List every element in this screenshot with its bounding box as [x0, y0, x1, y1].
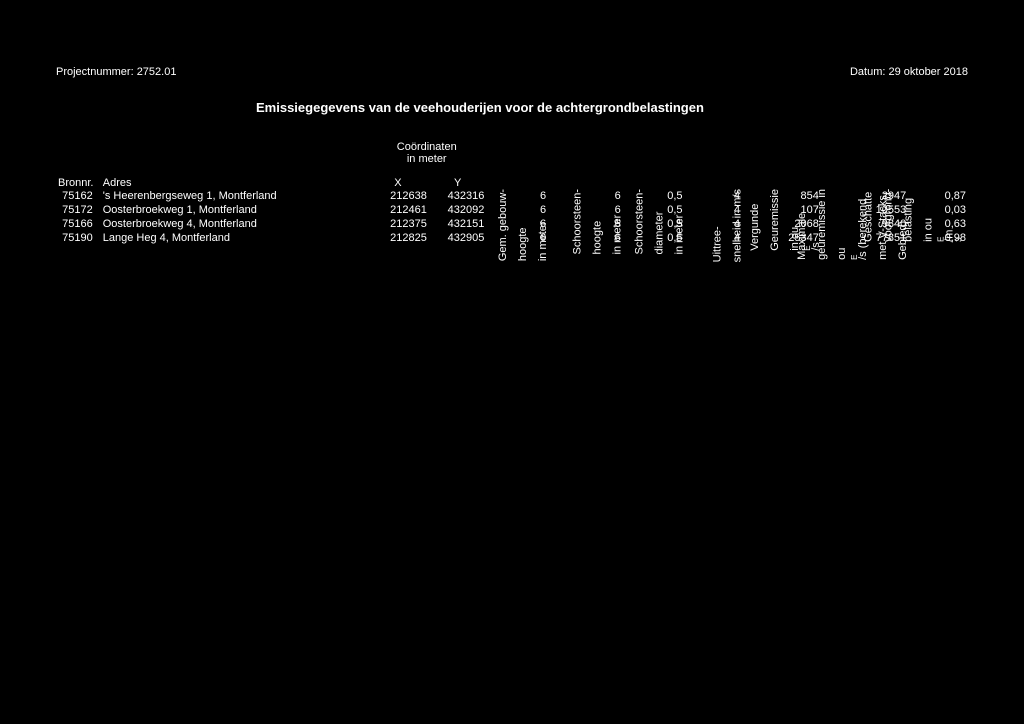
- cell-bronnr: 75162: [56, 189, 101, 203]
- ges-l4-sup: 3: [954, 238, 963, 242]
- ges-l3: belasting: [903, 189, 913, 242]
- sd-l3: in meter: [675, 189, 685, 254]
- coord-label-bottom: in meter: [407, 153, 447, 165]
- uit-l1: Uittree-: [712, 189, 722, 262]
- date-label: Datum: 29 oktober 2018: [850, 66, 968, 78]
- top-line: Projectnummer: 2752.01 Datum: 29 oktober…: [56, 66, 968, 78]
- gem-l3: in meter: [538, 189, 548, 261]
- max-l1: Maximale: [797, 189, 807, 260]
- cell-adres: Oosterbroekweg 4, Montferland: [101, 217, 367, 231]
- sd-l1: Schoorsteen-: [635, 189, 645, 254]
- ges-l1: Geschatte: [863, 189, 873, 242]
- cell-y: 432905: [429, 231, 487, 245]
- emissions-table: Bronnr. Adres Coördinaten in meter Gem. …: [56, 129, 968, 245]
- coord-label-top: Coördinaten: [397, 141, 457, 153]
- ges-l4-b: /m: [944, 189, 954, 242]
- col-header-schoorsteen-hoogte: Schoorsteen- hoogte in meter: [548, 129, 623, 189]
- col-header-maximale: Maximale geuremissie in ouE/s (berekend …: [821, 129, 908, 189]
- col-header-coord: Coördinaten in meter: [367, 129, 486, 165]
- gem-l1: Gem. gebouw-: [498, 189, 508, 261]
- cell-x: 212461: [367, 203, 429, 217]
- sh-l1: Schoorsteen-: [573, 189, 583, 254]
- col-header-schoorsteen-diameter: Schoorsteen- diameter in meter: [623, 129, 685, 189]
- verg-l1: Vergunde: [750, 189, 760, 251]
- cell-adres: 's Heerenbergseweg 1, Montferland: [101, 189, 367, 203]
- ges-l2: voorgrond-: [883, 189, 893, 242]
- col-header-y: Y: [429, 165, 487, 189]
- col-header-x: X: [367, 165, 429, 189]
- max-l3-a: ou: [837, 189, 847, 260]
- col-header-uittree: Uittree- snelheid in m/s: [685, 129, 743, 189]
- cell-bronnr: 75166: [56, 217, 101, 231]
- page-title: Emissiegegevens van de veehouderijen voo…: [256, 100, 968, 115]
- col-header-vergunde: Vergunde Geuremissie in ouE/s: [742, 129, 821, 189]
- col-header-gem: Gem. gebouw- hoogte in meter: [486, 129, 548, 189]
- cell-adres: Lange Heg 4, Montferland: [101, 231, 367, 245]
- cell-y: 432316: [429, 189, 487, 203]
- sd-l2: diameter: [655, 189, 665, 254]
- uit-l2: snelheid in m/s: [732, 189, 742, 262]
- verg-l2: Geuremissie: [770, 189, 780, 251]
- cell-adres: Oosterbroekweg 1, Montferland: [101, 203, 367, 217]
- sh-l2: hoogte: [593, 189, 603, 254]
- cell-x: 212825: [367, 231, 429, 245]
- col-header-bronnr: Bronnr.: [56, 129, 101, 189]
- sh-l3: in meter: [613, 189, 623, 254]
- max-l3-sub: E: [850, 255, 859, 260]
- project-number: Projectnummer: 2752.01: [56, 66, 176, 78]
- col-header-adres: Adres: [101, 129, 367, 189]
- cell-y: 432151: [429, 217, 487, 231]
- cell-x: 212638: [367, 189, 429, 203]
- cell-bronnr: 75190: [56, 231, 101, 245]
- col-header-geschatte: Geschatte voorgrond- belasting in ouE/m3: [908, 129, 968, 189]
- gem-l2: hoogte: [518, 189, 528, 261]
- page: Projectnummer: 2752.01 Datum: 29 oktober…: [0, 0, 1024, 724]
- ges-l4-a: in ou: [923, 189, 933, 242]
- ges-l4: in ouE/m3: [923, 189, 968, 242]
- cell-bronnr: 75172: [56, 203, 101, 217]
- ges-l4-sub: E: [936, 237, 945, 242]
- cell-x: 212375: [367, 217, 429, 231]
- cell-y: 432092: [429, 203, 487, 217]
- max-l2: geuremissie in: [817, 189, 827, 260]
